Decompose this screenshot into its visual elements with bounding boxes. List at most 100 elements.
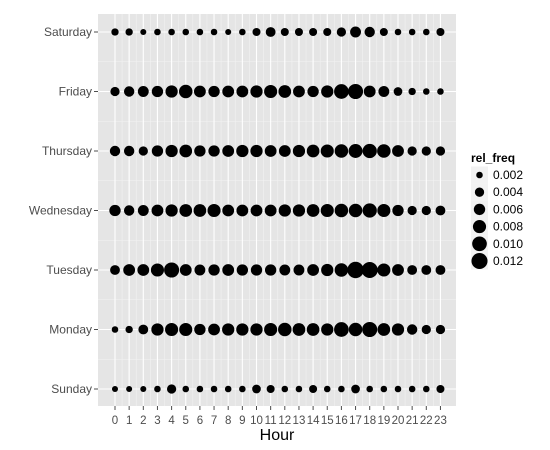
data-point: [164, 262, 180, 278]
data-point: [394, 385, 402, 393]
data-point: [165, 85, 178, 98]
data-point: [378, 86, 390, 97]
data-point: [210, 385, 218, 393]
data-point: [250, 264, 263, 276]
data-point: [179, 322, 193, 337]
data-point: [208, 264, 220, 276]
legend-label: 0.008: [493, 220, 523, 234]
data-point: [348, 322, 363, 337]
x-tick-label: 10: [250, 415, 263, 427]
data-point: [193, 204, 207, 217]
data-point: [320, 203, 334, 218]
x-tick-label: 2: [140, 415, 146, 427]
data-point: [423, 88, 430, 95]
legend-label: 0.004: [493, 185, 523, 199]
x-tick-label: 14: [307, 415, 320, 427]
data-point: [208, 85, 220, 98]
data-point: [323, 385, 331, 393]
data-point: [123, 86, 135, 97]
data-point: [210, 28, 218, 36]
x-tick-label: 9: [239, 415, 245, 427]
data-point: [123, 205, 135, 216]
data-point: [151, 85, 164, 98]
data-point: [292, 323, 306, 336]
x-tick-label: 22: [420, 415, 433, 427]
data-point: [151, 323, 164, 336]
data-point: [111, 28, 119, 36]
data-point: [364, 26, 375, 38]
data-point: [140, 385, 147, 393]
y-tick-label: Friday: [59, 85, 92, 99]
data-point: [140, 28, 147, 36]
data-point: [435, 146, 446, 156]
data-point: [421, 265, 432, 275]
data-point: [336, 27, 347, 37]
y-tick-label: Tuesday: [46, 263, 92, 277]
data-point: [194, 145, 206, 157]
data-point: [154, 385, 161, 393]
data-point: [222, 204, 235, 217]
data-point: [377, 323, 391, 336]
x-tick-label: 12: [278, 415, 291, 427]
data-point: [435, 205, 446, 216]
x-tick-label: 3: [154, 415, 160, 427]
data-point: [111, 385, 119, 393]
x-tick-label: 1: [126, 415, 132, 427]
data-point: [137, 205, 149, 216]
data-point: [392, 264, 404, 276]
data-point: [264, 84, 278, 99]
data-point: [292, 144, 306, 158]
x-tick-label: 20: [392, 415, 405, 427]
data-point: [222, 85, 235, 98]
legend-label: 0.012: [493, 254, 523, 268]
data-point: [377, 144, 391, 158]
x-tick-label: 19: [377, 415, 390, 427]
data-point: [208, 323, 220, 336]
data-point: [264, 145, 277, 157]
data-point: [123, 264, 136, 276]
data-point: [408, 87, 416, 96]
data-point: [435, 324, 446, 335]
data-point: [250, 204, 263, 217]
data-point: [361, 261, 378, 279]
data-point: [250, 85, 263, 98]
x-tick-label: 5: [183, 415, 189, 427]
x-tick-label: 15: [321, 415, 334, 427]
data-point: [421, 146, 431, 156]
data-point: [348, 83, 364, 100]
data-point: [306, 204, 320, 217]
data-point: [379, 27, 388, 37]
data-point: [252, 27, 261, 37]
data-point: [307, 85, 319, 98]
data-point: [196, 385, 204, 393]
data-point: [165, 322, 179, 337]
data-point: [421, 324, 431, 335]
data-point: [408, 28, 416, 36]
data-point: [377, 203, 391, 218]
data-point: [334, 322, 349, 337]
data-point: [407, 205, 417, 216]
data-point: [392, 145, 404, 157]
data-point: [109, 145, 121, 157]
data-point: [362, 143, 377, 159]
data-point: [392, 204, 404, 217]
data-point: [138, 146, 148, 156]
y-tick-label: Thursday: [42, 144, 92, 158]
data-point: [236, 204, 249, 217]
data-point: [179, 264, 192, 276]
data-point: [239, 385, 246, 393]
data-point: [309, 27, 318, 37]
data-point: [309, 384, 318, 394]
data-point: [423, 28, 430, 36]
data-point: [236, 85, 249, 98]
data-point: [178, 84, 193, 99]
data-point: [236, 144, 249, 158]
y-tick-label: Wednesday: [29, 204, 92, 218]
data-point: [321, 85, 334, 98]
data-point: [125, 28, 133, 36]
data-point: [252, 384, 261, 394]
data-point: [137, 264, 150, 276]
data-point: [194, 323, 206, 336]
data-point: [334, 263, 349, 277]
x-axis-title: Hour: [260, 427, 295, 444]
